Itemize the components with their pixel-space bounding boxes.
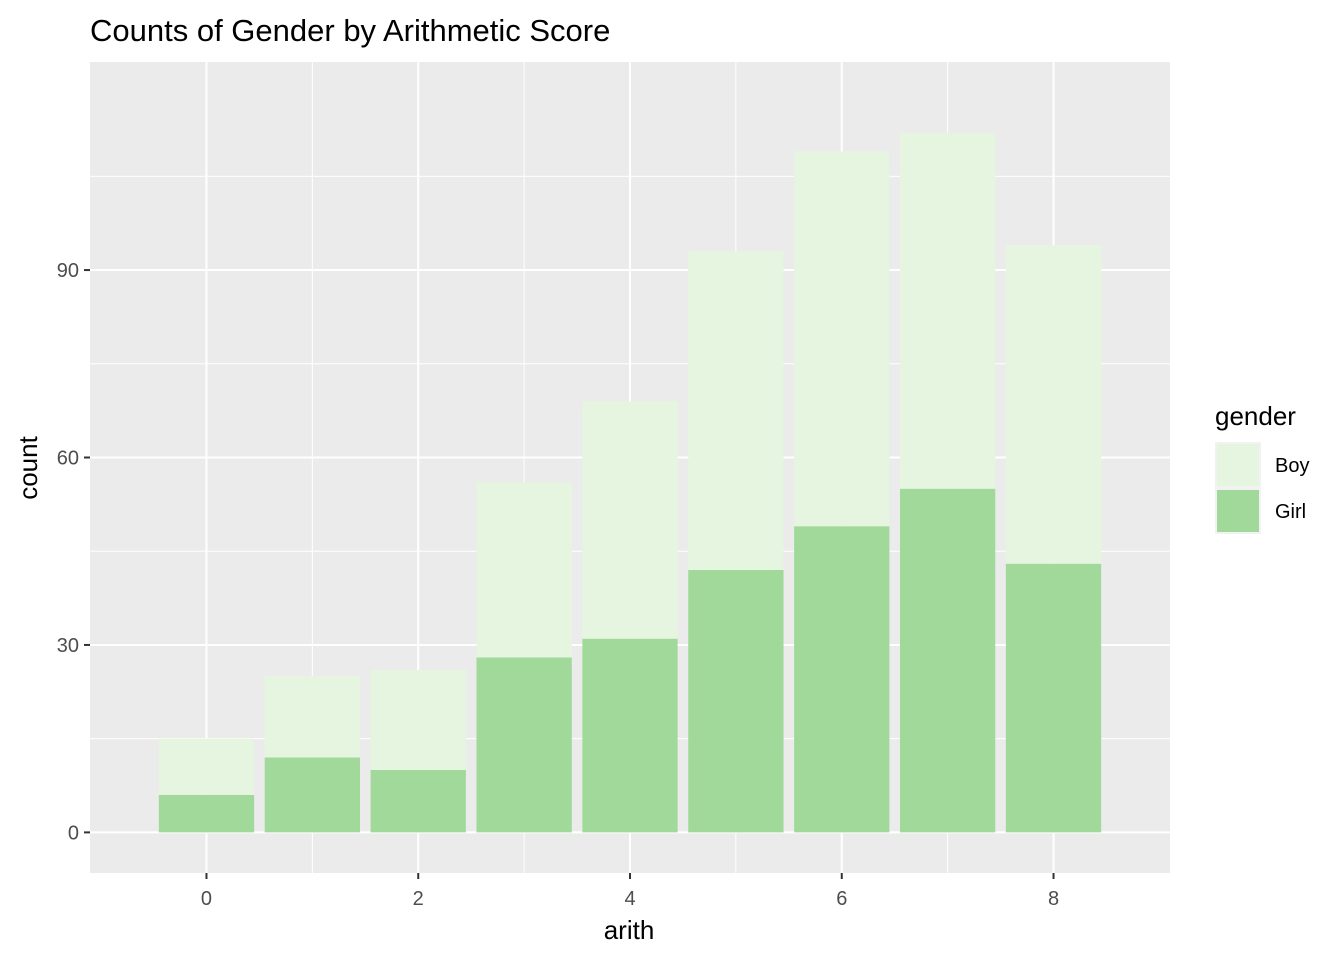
- bar-boy-2: [370, 669, 466, 770]
- legend-title: gender: [1215, 401, 1296, 431]
- bar-girl-2: [370, 769, 466, 833]
- bar-boy-4: [582, 401, 678, 639]
- bar-girl-4: [582, 638, 678, 833]
- bar-boy-3: [476, 482, 572, 658]
- x-tick-label: 2: [413, 888, 424, 910]
- legend-label-boy: Boy: [1275, 455, 1309, 477]
- bar-boy-7: [900, 132, 996, 489]
- y-tick-label: 0: [68, 822, 79, 844]
- bar-girl-1: [264, 757, 360, 833]
- x-axis-title: arith: [604, 915, 655, 945]
- legend-swatch-boy: [1217, 444, 1259, 486]
- x-tick-label: 6: [836, 888, 847, 910]
- bars: [158, 132, 1102, 833]
- bar-girl-7: [900, 488, 996, 833]
- bar-girl-5: [688, 569, 784, 833]
- bar-boy-6: [794, 151, 890, 527]
- legend-label-girl: Girl: [1275, 501, 1306, 523]
- x-axis: 0 2 4 6 8: [201, 873, 1059, 910]
- x-tick-label: 0: [201, 888, 212, 910]
- bar-girl-0: [158, 794, 255, 833]
- legend: gender Boy Girl: [1215, 401, 1309, 534]
- y-tick-label: 30: [57, 635, 79, 657]
- y-tick-label: 60: [57, 448, 79, 470]
- bar-boy-8: [1005, 245, 1102, 564]
- bar-girl-3: [476, 657, 572, 833]
- bar-boy-0: [158, 738, 255, 795]
- bar-boy-5: [688, 251, 784, 570]
- bar-girl-6: [794, 526, 890, 833]
- x-tick-label: 4: [624, 888, 635, 910]
- legend-swatch-girl: [1217, 490, 1259, 532]
- y-axis-title: count: [13, 435, 43, 499]
- bar-girl-8: [1005, 563, 1102, 833]
- bar-boy-1: [264, 676, 360, 758]
- chart-title: Counts of Gender by Arithmetic Score: [90, 13, 610, 48]
- x-tick-label: 8: [1048, 888, 1059, 910]
- y-axis: 0 30 60 90: [57, 260, 90, 844]
- y-tick-label: 90: [57, 260, 79, 282]
